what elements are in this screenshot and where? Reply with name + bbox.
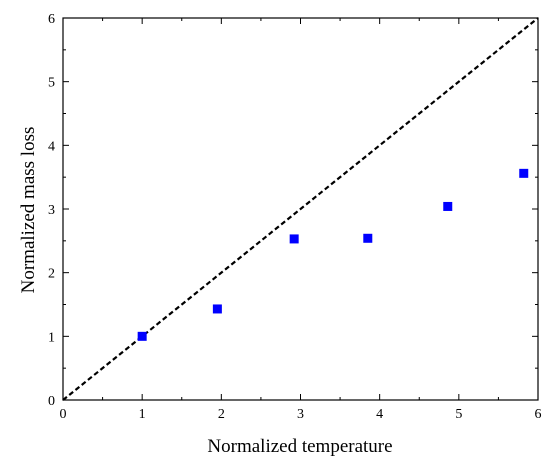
y-tick-label: 4 xyxy=(48,139,55,154)
x-tick-label: 2 xyxy=(218,407,225,422)
x-tick-label: 3 xyxy=(297,407,304,422)
x-tick-label: 1 xyxy=(139,407,146,422)
data-point xyxy=(519,168,529,178)
data-point xyxy=(137,331,147,341)
x-tick-label: 6 xyxy=(535,407,542,422)
y-tick-label: 0 xyxy=(48,394,55,409)
reference-line xyxy=(62,17,539,401)
y-tick-label: 2 xyxy=(48,267,55,282)
y-axis-title: Normalized mass loss xyxy=(18,127,39,294)
y-tick-label: 1 xyxy=(48,330,55,345)
y-tick-label: 6 xyxy=(48,12,55,27)
x-tick-label: 5 xyxy=(455,407,462,422)
tick-labels: 0 1 2 3 4 5 6 0 1 2 3 4 5 6 xyxy=(48,12,542,422)
data-points xyxy=(137,168,529,341)
data-point xyxy=(289,234,299,244)
x-axis-title: Normalized temperature xyxy=(207,436,392,457)
axis-ticks xyxy=(62,17,539,401)
reference-line-layer xyxy=(62,17,539,401)
y-tick-label: 5 xyxy=(48,76,55,91)
y-tick-label: 3 xyxy=(48,203,55,218)
x-tick-label: 4 xyxy=(376,407,383,422)
data-point xyxy=(443,201,453,211)
data-point xyxy=(212,304,222,314)
x-tick-label: 0 xyxy=(60,407,67,422)
data-point xyxy=(363,233,373,243)
